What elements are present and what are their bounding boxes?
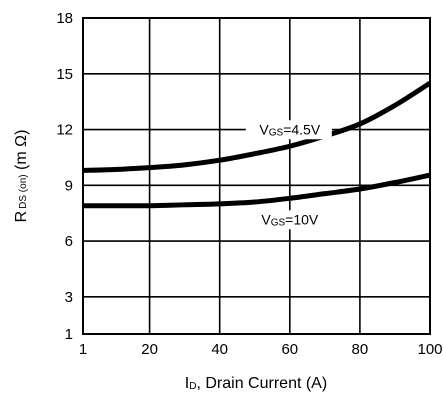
y-tick-label: 18 — [56, 10, 73, 27]
series-label-bg-0 — [245, 120, 332, 140]
series-label-0: VGS=4.5V — [259, 121, 320, 138]
series-label-1: VGS=10V — [261, 211, 319, 228]
x-axis-title-rest: , Drain Current (A) — [196, 375, 327, 392]
x-axis-title: ID, Drain Current (A) — [185, 375, 327, 392]
series-lines — [82, 80, 432, 209]
y-tick-label: 1 — [65, 326, 73, 343]
x-tick-label: 60 — [281, 341, 298, 358]
series-label-rest: =10V — [285, 211, 319, 227]
x-axis-title-sub: D — [189, 381, 196, 392]
series-line-1 — [83, 172, 431, 209]
series-label-main: V — [259, 121, 269, 137]
x-tick-label: 100 — [417, 341, 442, 358]
y-axis-title-sub: DS (on) — [18, 174, 29, 208]
series-line-0 — [82, 80, 432, 173]
series-label-rest: =4.5V — [283, 121, 321, 137]
y-axis-title: R DS (on) (m Ω) — [13, 130, 30, 223]
plot-frame — [82, 17, 431, 335]
x-tick-label: 40 — [211, 341, 228, 358]
y-tick-label: 9 — [65, 177, 73, 194]
y-axis-title-main: R — [13, 211, 30, 223]
y-tick-label: 6 — [65, 233, 73, 250]
y-tick-label: 3 — [65, 289, 73, 306]
series-label-main: V — [261, 211, 271, 227]
y-axis-title-rest: (m Ω) — [13, 130, 30, 175]
x-tick-labels: 1 20 40 60 80 100 — [79, 341, 443, 358]
x-tick-label: 1 — [79, 341, 87, 358]
plot-background — [83, 18, 430, 334]
series-label-sub: GS — [271, 217, 286, 228]
y-tick-labels: 1 3 6 9 12 15 18 — [56, 10, 73, 343]
x-tick-label: 20 — [141, 341, 158, 358]
x-tick-label: 80 — [352, 341, 369, 358]
x-axis-title-main: I — [185, 375, 189, 392]
series-label-sub: GS — [269, 127, 284, 138]
y-tick-label: 15 — [56, 66, 73, 83]
y-tick-label: 12 — [56, 122, 73, 139]
series-label-bg-1 — [245, 210, 332, 230]
